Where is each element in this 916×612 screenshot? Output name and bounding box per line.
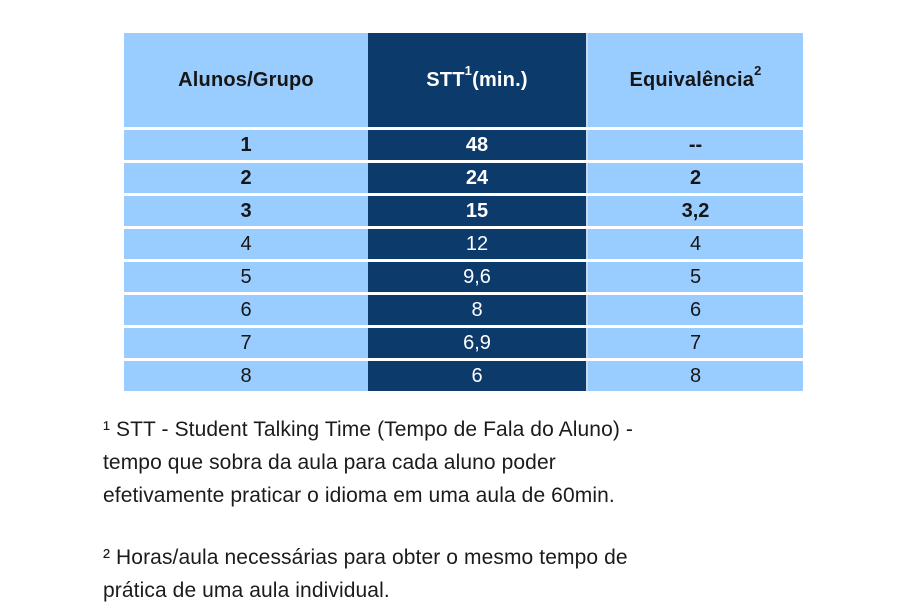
table-row: 3 15 3,2 [124,196,803,226]
cell-stt: 15 [368,196,586,226]
table-row: 1 48 -- [124,130,803,160]
cell-equivalencia: 3,2 [586,196,803,226]
header-label-stt: STT [426,68,465,91]
table-header-row: Alunos/Grupo STT 1 (min.) Equivalência 2 [124,33,803,127]
header-label-stt-unit: (min.) [472,68,528,91]
cell-stt: 6,9 [368,328,586,358]
header-label-equivalencia: Equivalência [629,68,755,91]
footnote-1: ¹ STT - Student Talking Time (Tempo de F… [103,413,633,512]
footnote-1-line: efetivamente praticar o idioma em uma au… [103,484,615,507]
cell-stt: 8 [368,295,586,325]
cell-alunos: 3 [124,196,368,226]
cell-alunos: 1 [124,130,368,160]
cell-equivalencia: 6 [586,295,803,325]
footnote-2-line: ² Horas/aula necessárias para obter o me… [103,546,628,569]
cell-equivalencia: 4 [586,229,803,259]
cell-alunos: 8 [124,361,368,391]
cell-equivalencia: 7 [586,328,803,358]
cell-stt: 12 [368,229,586,259]
cell-alunos: 2 [124,163,368,193]
footnote-2-line: prática de uma aula individual. [103,579,390,602]
cell-stt: 48 [368,130,586,160]
cell-stt: 9,6 [368,262,586,292]
table-row: 7 6,9 7 [124,328,803,358]
table-row: 2 24 2 [124,163,803,193]
header-cell-alunos-grupo: Alunos/Grupo [124,33,368,127]
footnote-1-line: ¹ STT - Student Talking Time (Tempo de F… [103,418,633,441]
cell-equivalencia: -- [586,130,803,160]
table-row: 5 9,6 5 [124,262,803,292]
header-cell-stt: STT 1 (min.) [368,33,586,127]
table-row: 6 8 6 [124,295,803,325]
cell-stt: 6 [368,361,586,391]
footnotes-block: ¹ STT - Student Talking Time (Tempo de F… [103,413,633,607]
stt-equivalence-table: Alunos/Grupo STT 1 (min.) Equivalência 2 1… [124,33,803,391]
cell-alunos: 5 [124,262,368,292]
header-cell-equivalencia: Equivalência 2 [586,33,803,127]
cell-stt: 24 [368,163,586,193]
table-row: 8 6 8 [124,361,803,391]
cell-equivalencia: 8 [586,361,803,391]
footnote-2: ² Horas/aula necessárias para obter o me… [103,541,633,607]
cell-alunos: 6 [124,295,368,325]
table-row: 4 12 4 [124,229,803,259]
cell-alunos: 7 [124,328,368,358]
header-label-alunos-grupo: Alunos/Grupo [178,68,314,91]
cell-alunos: 4 [124,229,368,259]
cell-equivalencia: 2 [586,163,803,193]
cell-equivalencia: 5 [586,262,803,292]
footnote-1-line: tempo que sobra da aula para cada aluno … [103,451,556,474]
